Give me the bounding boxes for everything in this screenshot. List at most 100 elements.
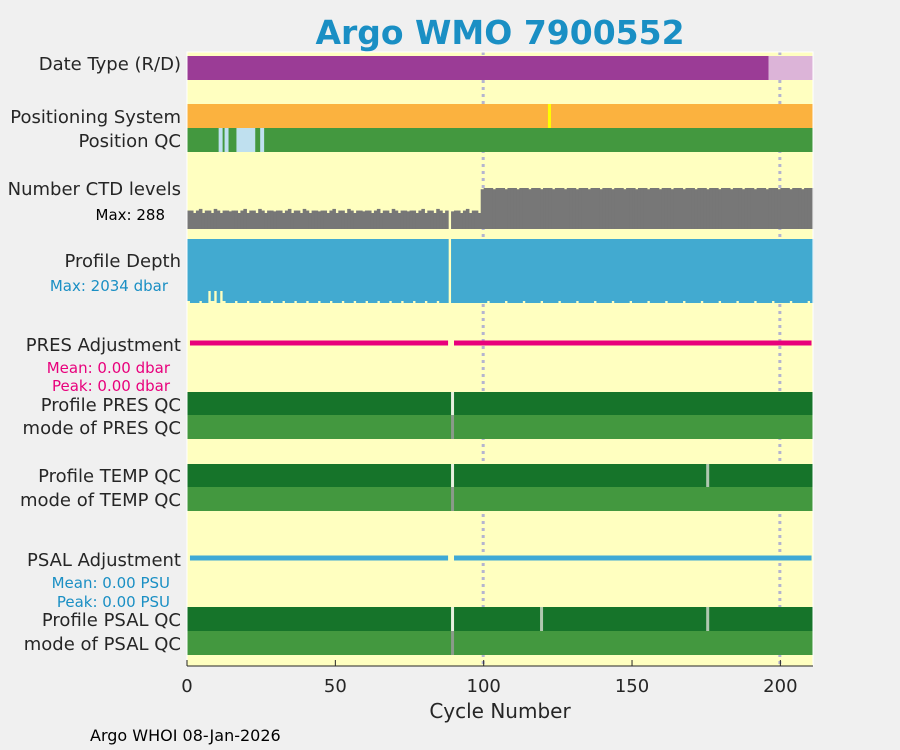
ctd-levels-bar (189, 210, 194, 229)
ctd-levels-bar (406, 211, 411, 229)
ctd-levels-bar (578, 188, 583, 229)
profile-depth-bar (804, 239, 808, 303)
ctd-levels-bar (548, 188, 553, 229)
label-mode-psal-qc: mode of PSAL QC (24, 634, 181, 655)
profile-depth-bar (249, 239, 253, 303)
ctd-levels-bar (679, 188, 684, 229)
ctd-levels-bar (350, 210, 354, 229)
ctd-levels-bar (489, 188, 494, 229)
ctd-levels-bar (204, 210, 209, 229)
profile-depth-bar (468, 239, 473, 303)
profile-depth-bar (522, 239, 526, 301)
label-mode-temp-qc: mode of TEMP QC (20, 490, 181, 511)
ctd-levels-bar (629, 188, 633, 229)
profile-depth-bar (617, 239, 621, 303)
profile-depth-bar (284, 239, 289, 303)
profile-depth-bar (581, 239, 586, 303)
ctd-levels-bar (700, 188, 704, 229)
profile-pres-qc-bar (187, 392, 813, 415)
profile-depth-bar (795, 239, 799, 303)
ctd-levels-bar (516, 189, 520, 229)
profile-depth-bar (726, 239, 731, 303)
profile-depth-bar (587, 239, 592, 303)
ctd-levels-bar (474, 210, 479, 229)
ctd-levels-bar (302, 208, 307, 229)
ctd-levels-bar (575, 189, 580, 229)
profile-depth-bar (278, 239, 283, 303)
profile-depth-bar (540, 239, 544, 301)
profile-depth-bar (326, 239, 331, 303)
profile-depth-bar (602, 239, 606, 303)
ctd-levels-bar (566, 188, 571, 229)
ctd-levels-bar (195, 210, 200, 229)
profile-depth-bar (792, 239, 796, 303)
ctd-levels-bar (706, 189, 710, 229)
plot-background (187, 52, 813, 666)
profile-depth-bar (774, 239, 778, 303)
ctd-levels-bar (465, 208, 470, 229)
position-qc-missing-mark (251, 128, 256, 152)
ctd-levels-bar (293, 210, 298, 229)
ctd-levels-bar (187, 210, 191, 229)
label-profile-depth: Profile Depth (64, 251, 181, 272)
profile-depth-bar (477, 239, 482, 303)
profile-depth-bar (569, 239, 574, 303)
profile-depth-bar (756, 239, 761, 303)
profile-depth-bar (688, 239, 692, 303)
ctd-levels-bar (774, 188, 778, 229)
profile-depth-bar (225, 239, 230, 303)
ctd-levels-bar (359, 210, 363, 229)
profile-depth-bar (768, 239, 773, 303)
profile-depth-bar (367, 239, 372, 303)
profile-depth-bar (614, 239, 618, 303)
ctd-levels-bar (792, 188, 796, 229)
ctd-levels-bar (365, 210, 369, 229)
label-ctd-max: Max: 288 (96, 206, 165, 224)
profile-depth-bar (652, 239, 657, 303)
profile-depth-bar (219, 239, 224, 291)
profile-depth-bar (528, 239, 532, 303)
ctd-levels-bar (362, 211, 366, 229)
profile-depth-bar (192, 239, 197, 303)
profile-depth-bar (293, 239, 298, 301)
ctd-levels-bar (270, 210, 274, 229)
profile-depth-bar (445, 239, 449, 303)
ctd-levels-bar (495, 188, 500, 229)
ctd-levels-bar (664, 188, 669, 229)
position-qc-missing-mark (242, 128, 247, 152)
profile-depth-bar (234, 239, 239, 301)
profile-depth-bar (222, 239, 227, 301)
ctd-levels-bar (777, 189, 781, 229)
profile-depth-bar (682, 239, 687, 301)
profile-depth-bar (712, 239, 716, 303)
label-profile-pres-qc: Profile PRES QC (41, 395, 181, 416)
x-tick-label: 0 (181, 676, 192, 697)
profile-depth-bar (258, 239, 262, 301)
profile-depth-bar (643, 239, 648, 303)
ctd-levels-bar (445, 210, 449, 229)
ctd-levels-bar (501, 188, 506, 229)
ctd-levels-bar (691, 188, 695, 229)
ctd-levels-bar (311, 210, 316, 229)
profile-depth-bar (560, 239, 565, 303)
ctd-levels-bar (747, 188, 752, 229)
ctd-levels-bar (810, 188, 814, 229)
ctd-levels-bar (456, 210, 461, 229)
ctd-levels-bar (281, 213, 286, 229)
profile-depth-bar (590, 239, 595, 303)
profile-depth-bar (525, 239, 529, 303)
profile-depth-bar (753, 239, 758, 301)
ctd-levels-bar (400, 210, 405, 229)
profile-depth-bar (771, 239, 776, 301)
profile-depth-bar (373, 239, 378, 303)
mode-pres-qc-bar (187, 415, 813, 439)
ctd-levels-bar (667, 188, 672, 229)
profile-depth-bar (418, 239, 422, 303)
ctd-levels-bar (228, 211, 233, 229)
ctd-levels-bar (367, 210, 372, 229)
profile-depth-bar (382, 239, 387, 303)
profile-depth-bar (198, 239, 203, 301)
ctd-levels-bar (534, 188, 538, 229)
profile-depth-bar (664, 239, 669, 301)
profile-gap-mark (451, 464, 455, 487)
